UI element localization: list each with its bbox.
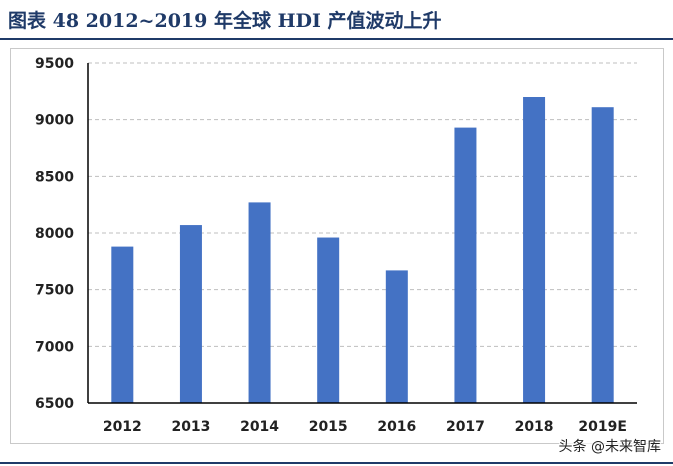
bar xyxy=(317,237,340,403)
y-tick-label: 9000 xyxy=(35,113,74,129)
x-tick-label: 2013 xyxy=(171,419,210,435)
chart-title: 图表 48 2012~2019 年全球 HDI 产值波动上升 xyxy=(8,10,442,32)
chart-frame xyxy=(10,48,664,444)
title-bar: 图表 48 2012~2019 年全球 HDI 产值波动上升 xyxy=(0,0,673,40)
x-tick-label: 2014 xyxy=(240,419,279,435)
y-tick-label: 8000 xyxy=(35,226,74,242)
bar xyxy=(111,246,134,403)
x-tick-label: 2015 xyxy=(309,419,348,435)
bar xyxy=(454,127,477,403)
y-tick-label: 6500 xyxy=(35,396,74,412)
bar xyxy=(385,270,408,403)
x-tick-label: 2019E xyxy=(578,419,627,435)
bottom-rule xyxy=(0,462,673,464)
x-tick-label: 2012 xyxy=(103,419,142,435)
watermark: 头条 @未来智库 xyxy=(558,436,661,456)
x-tick-label: 2017 xyxy=(446,419,485,435)
x-tick-label: 2016 xyxy=(377,419,416,435)
y-tick-label: 9500 xyxy=(35,56,74,72)
bar xyxy=(248,202,271,403)
x-tick-label: 2018 xyxy=(515,419,554,435)
bar xyxy=(523,97,546,403)
y-axis: 6500 7000 7500 8000 8500 9000 9500 xyxy=(35,56,89,412)
bar xyxy=(591,107,614,403)
bars xyxy=(111,97,614,403)
y-tick-label: 7500 xyxy=(35,283,74,299)
grid-lines xyxy=(88,62,637,347)
y-tick-label: 8500 xyxy=(35,169,74,185)
x-axis: 2012 2013 2014 2015 2016 2017 2018 2019E xyxy=(88,402,637,435)
bar xyxy=(179,225,202,403)
y-tick-label: 7000 xyxy=(35,339,74,355)
